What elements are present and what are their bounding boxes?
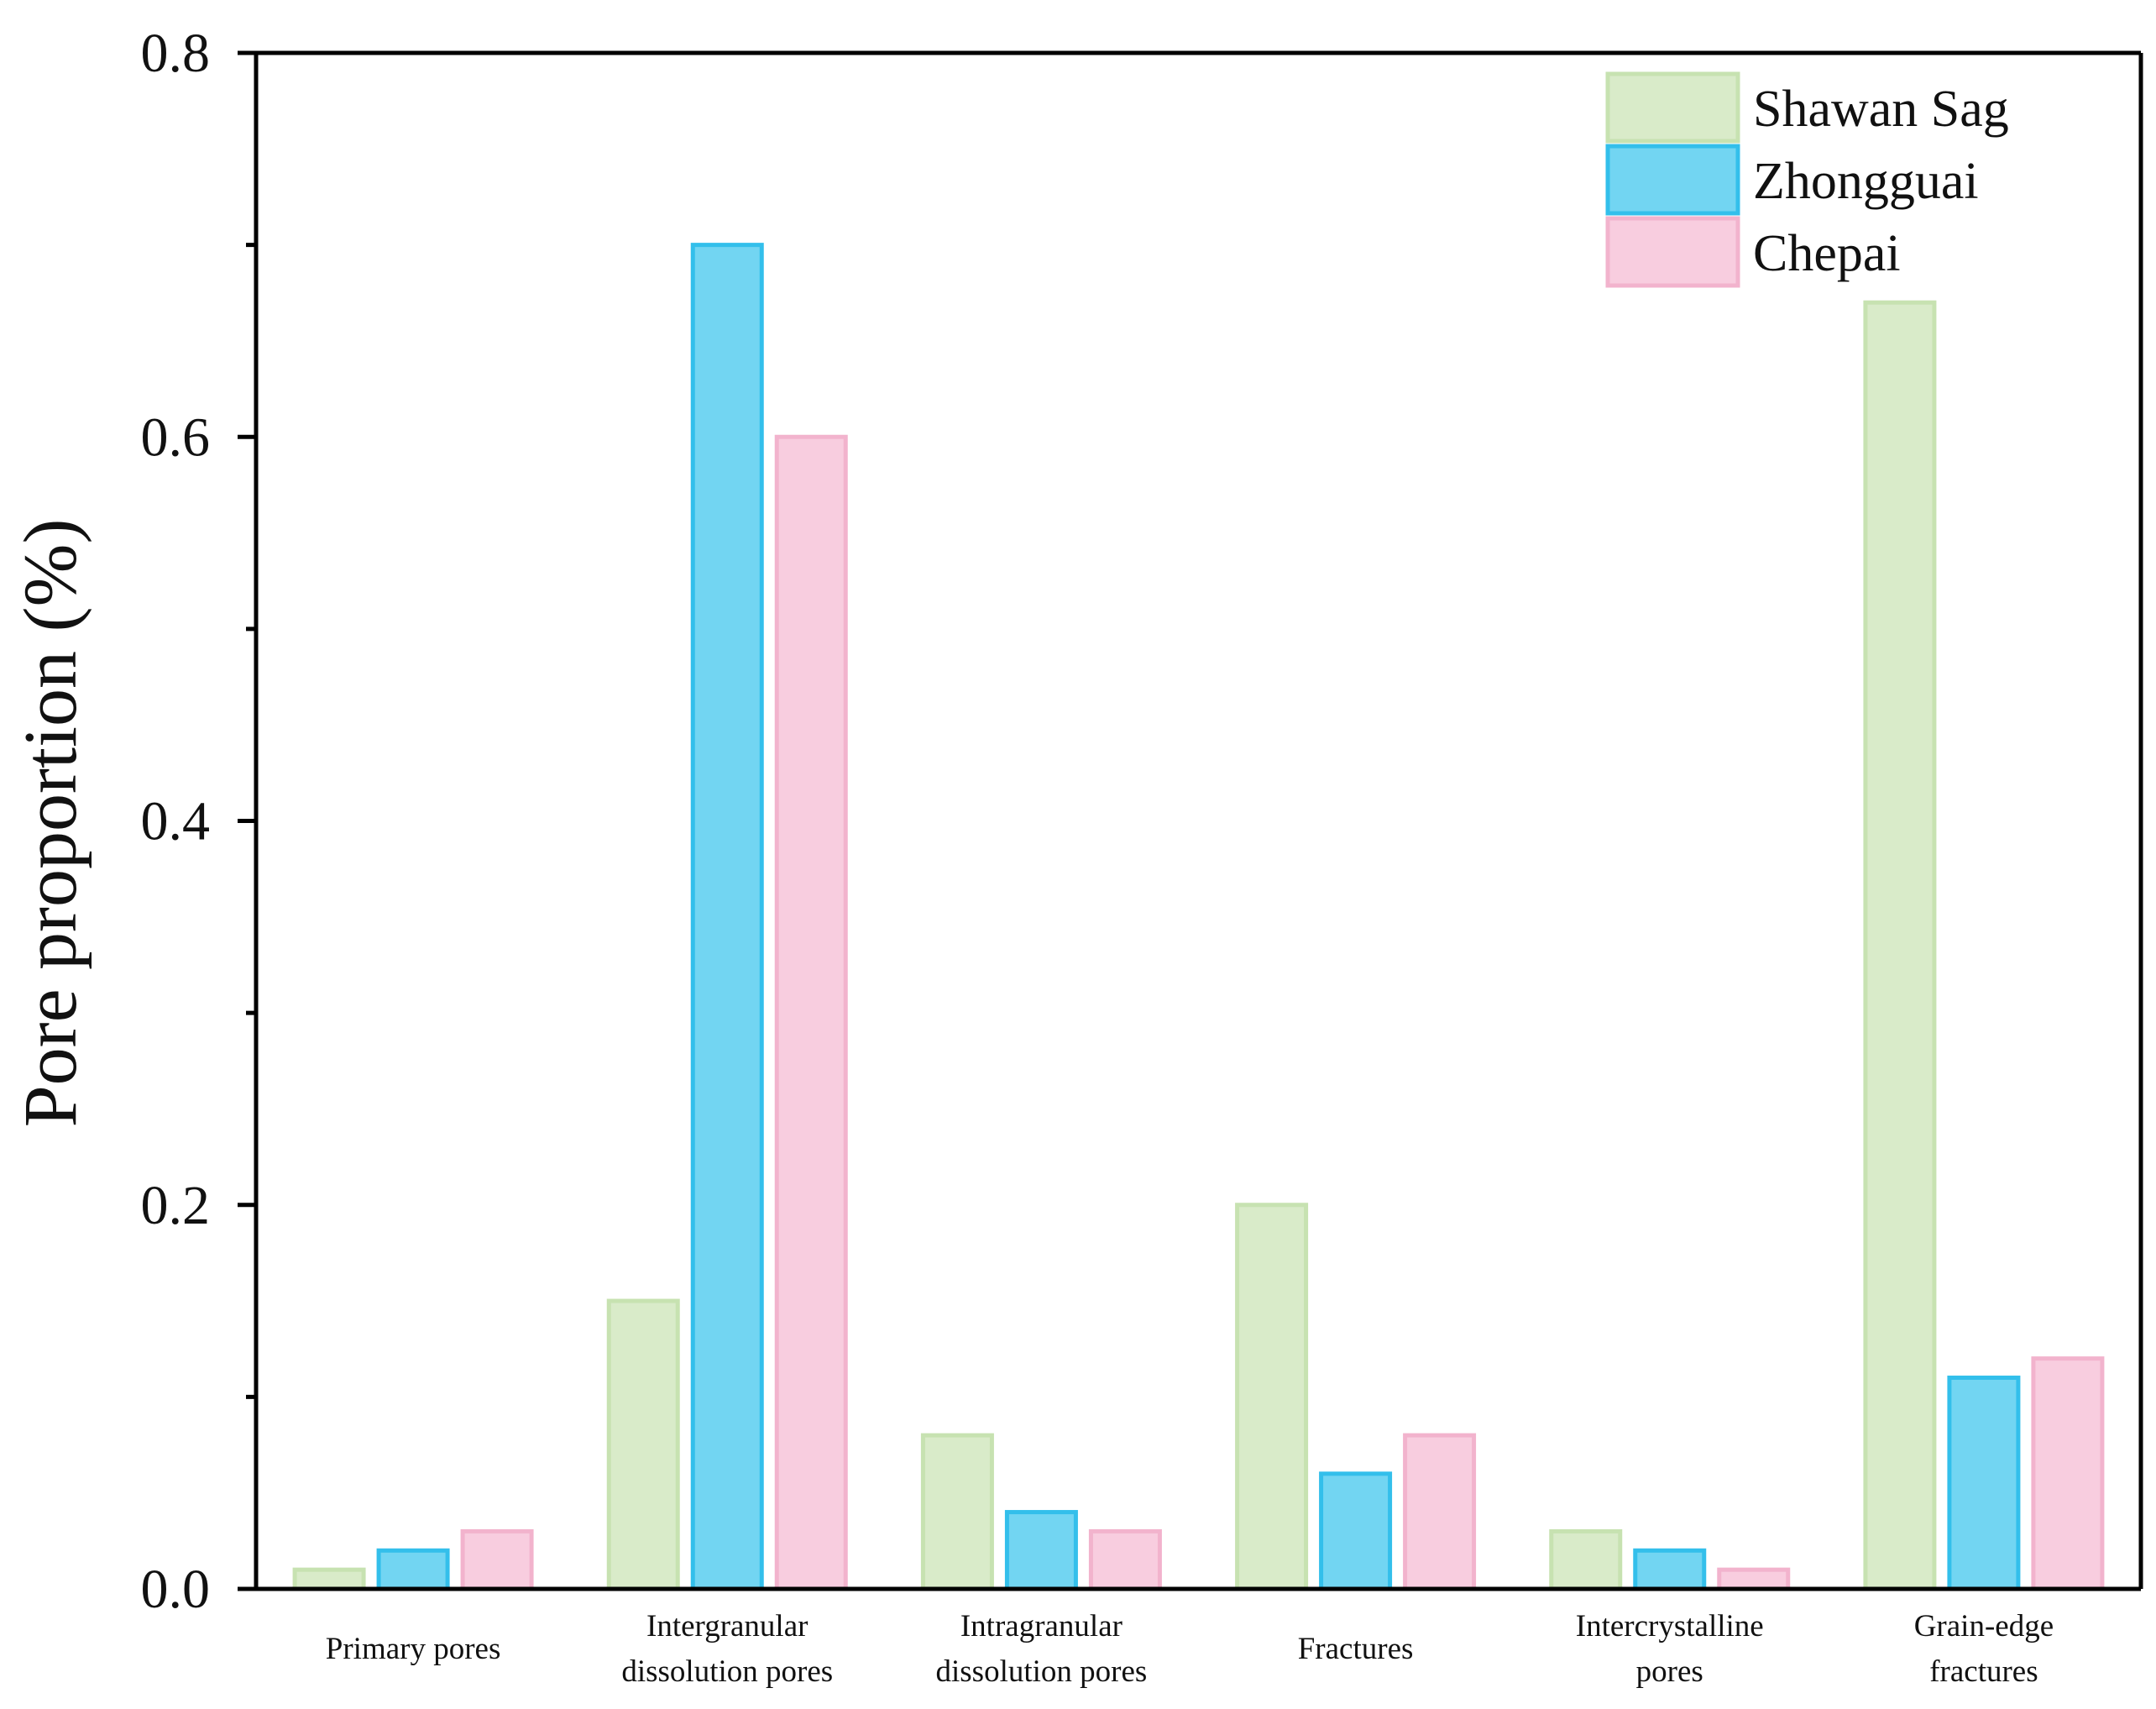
bar-shawan-sag-4	[1549, 1528, 1623, 1591]
bar-chepai-5	[2031, 1356, 2105, 1591]
legend-swatch-shawan-sag	[1605, 71, 1740, 144]
y-tick-label: 0.8	[141, 23, 211, 84]
y-tick-label: 0.6	[141, 406, 211, 468]
y-tick-label: 0.2	[141, 1175, 211, 1236]
bar-zhongguai-4	[1633, 1548, 1707, 1591]
x-category-label: fractures	[1929, 1654, 2038, 1689]
bar-zhongguai-1	[690, 243, 764, 1591]
bar-shawan-sag-3	[1235, 1203, 1309, 1591]
bar-shawan-sag-1	[606, 1298, 680, 1591]
legend-swatch-chepai	[1605, 216, 1740, 288]
labels-layer: 0.0 0.2 0.4 0.6 0.8 Primary pores Intergranula…	[9, 23, 2054, 1689]
bar-shawan-sag-5	[1863, 300, 1937, 1591]
bar-chepai-2	[1088, 1528, 1162, 1591]
bar-shawan-sag-0	[292, 1567, 366, 1591]
legend-label: Zhongguai	[1753, 153, 1979, 210]
bar-chepai-1	[774, 434, 848, 1591]
legend: Shawan Sag Zhongguai Chepai	[1605, 71, 2009, 288]
bar-zhongguai-2	[1004, 1510, 1078, 1591]
axes-layer	[238, 50, 2143, 1591]
legend-label: Shawan Sag	[1753, 81, 2009, 138]
bar-chepai-3	[1403, 1433, 1477, 1591]
bar-zhongguai-0	[376, 1548, 450, 1591]
bar-zhongguai-5	[1947, 1376, 2021, 1591]
x-category-label: Intragranular	[960, 1609, 1122, 1643]
x-category-label: Fractures	[1298, 1632, 1414, 1666]
y-tick-label: 0.0	[141, 1559, 211, 1620]
x-category-label: Grain-edge	[1914, 1609, 2054, 1643]
x-category-label: Primary pores	[326, 1632, 501, 1666]
x-category-label: dissolution pores	[936, 1654, 1148, 1689]
x-category-label: Intergranular	[646, 1609, 808, 1643]
y-tick-label: 0.4	[141, 791, 211, 852]
x-category-label: Intercrystalline	[1576, 1609, 1764, 1643]
bars-layer	[292, 243, 2105, 1591]
y-axis-label: Pore proportion (%)	[9, 519, 92, 1128]
bar-shawan-sag-2	[920, 1433, 994, 1591]
bar-chepai-4	[1717, 1567, 1791, 1591]
x-category-label: pores	[1636, 1654, 1703, 1689]
x-category-label: dissolution pores	[621, 1654, 833, 1689]
legend-swatch-zhongguai	[1605, 144, 1740, 216]
legend-label: Chepai	[1753, 225, 1901, 282]
bar-zhongguai-3	[1319, 1471, 1393, 1591]
bar-chepai-0	[460, 1528, 534, 1591]
